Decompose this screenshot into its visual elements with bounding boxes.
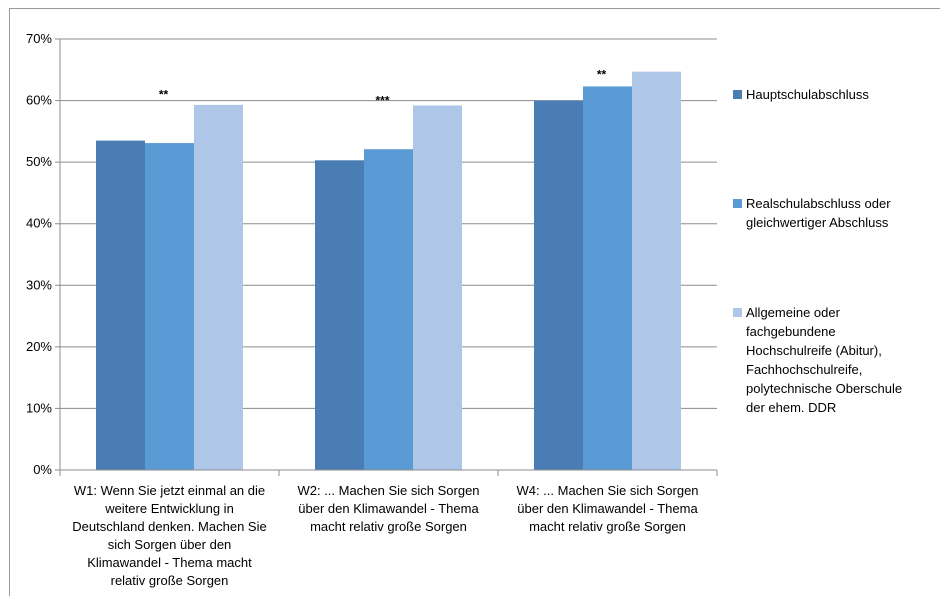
legend-swatch xyxy=(733,308,742,317)
y-tick-label: 20% xyxy=(26,339,52,354)
x-category-label: Klimawandel - Thema macht xyxy=(87,555,252,570)
chart-frame xyxy=(9,8,940,596)
x-category-label: weitere Entwicklung in xyxy=(104,501,234,516)
legend-label: polytechnische Oberschule xyxy=(746,381,902,396)
bar xyxy=(364,149,413,470)
x-category-label: W4: ... Machen Sie sich Sorgen xyxy=(516,483,698,498)
bar xyxy=(96,140,145,471)
y-tick-label: 30% xyxy=(26,277,52,292)
y-tick-label: 70% xyxy=(26,31,52,46)
legend: Hauptschulabschluss Realschulabschluss od… xyxy=(733,87,902,415)
bar xyxy=(194,104,243,470)
significance-label: *** xyxy=(375,93,389,107)
labels: 0% 10% 20% 30% 40% 50% 60% 70% ** W1: Wenn Sie je… xyxy=(26,31,699,588)
bar xyxy=(145,143,194,470)
x-category-label: über den Klimawandel - Thema xyxy=(517,501,698,516)
x-category-label: macht relativ große Sorgen xyxy=(310,519,467,534)
x-category-label: W1: Wenn Sie jetzt einmal an die xyxy=(74,483,265,498)
bar xyxy=(583,86,632,470)
axes xyxy=(55,38,718,476)
legend-label: gleichwertiger Abschluss xyxy=(746,215,889,230)
bar xyxy=(315,160,364,470)
x-category-label: sich Sorgen über den xyxy=(108,537,232,552)
x-category-label: relativ große Sorgen xyxy=(111,573,229,588)
bar xyxy=(413,105,462,471)
bar xyxy=(534,100,583,471)
x-category-label: Deutschland denken. Machen Sie xyxy=(72,519,266,534)
legend-label: der ehem. DDR xyxy=(746,400,836,415)
significance-label: ** xyxy=(597,67,607,81)
y-tick-label: 40% xyxy=(26,216,52,231)
legend-swatch xyxy=(733,199,742,208)
legend-label: Allgemeine oder xyxy=(746,305,841,320)
legend-label: Hauptschulabschluss xyxy=(746,87,869,102)
bars xyxy=(96,71,681,471)
y-tick-label: 60% xyxy=(26,93,52,108)
significance-label: ** xyxy=(159,87,169,101)
legend-label: Fachhochschulreife, xyxy=(746,362,862,377)
legend-label: fachgebundene xyxy=(746,324,836,339)
x-category-label: macht relativ große Sorgen xyxy=(529,519,686,534)
y-tick-label: 0% xyxy=(33,462,52,477)
x-category-label: W2: ... Machen Sie sich Sorgen xyxy=(297,483,479,498)
y-tick-label: 10% xyxy=(26,400,52,415)
legend-swatch xyxy=(733,90,742,99)
y-tick-label: 50% xyxy=(26,154,52,169)
x-category-label: über den Klimawandel - Thema xyxy=(298,501,479,516)
bar xyxy=(632,71,681,470)
legend-label: Hochschulreife (Abitur), xyxy=(746,343,882,358)
legend-label: Realschulabschluss oder xyxy=(746,196,891,211)
